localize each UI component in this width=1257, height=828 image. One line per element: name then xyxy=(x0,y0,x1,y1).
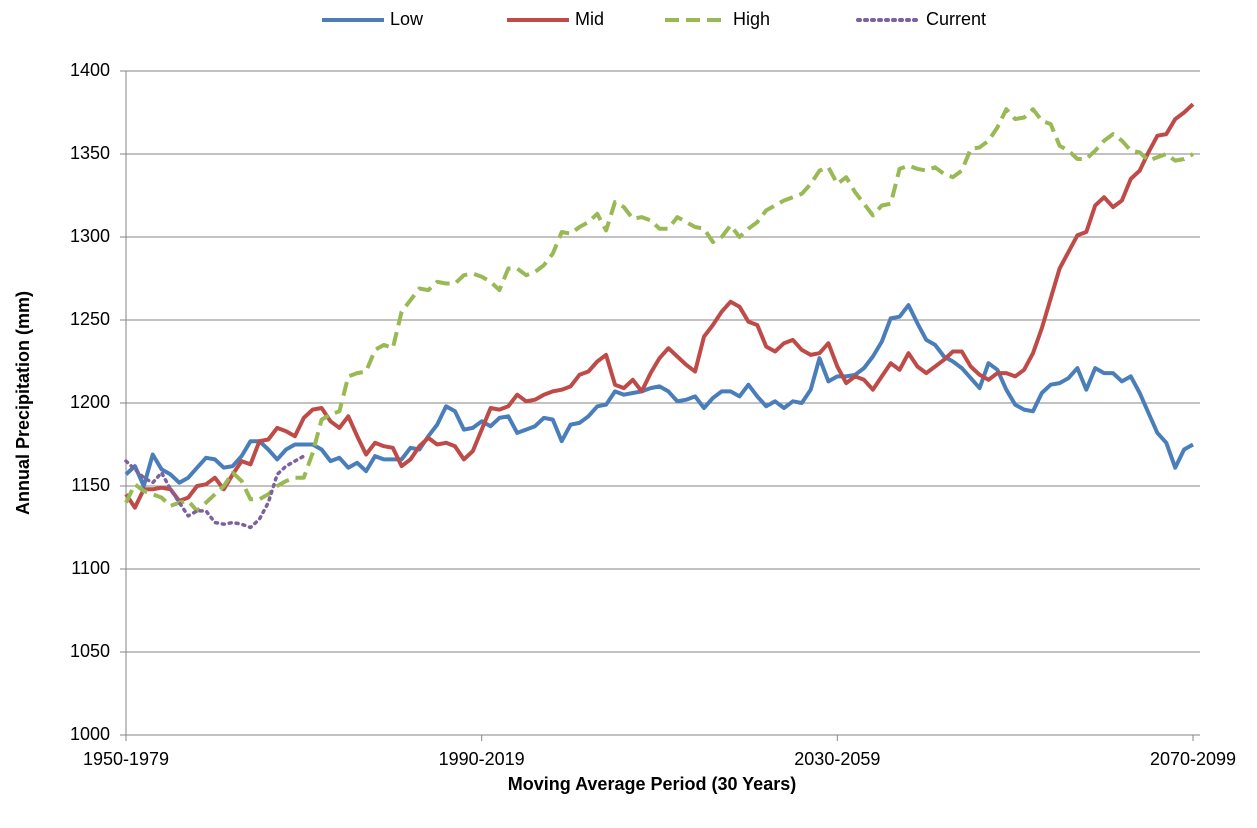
legend-label: Current xyxy=(926,9,986,29)
y-tick-label: 1150 xyxy=(71,475,110,495)
y-tick-label: 1000 xyxy=(70,724,110,744)
legend-label: Mid xyxy=(575,9,604,29)
x-axis-title: Moving Average Period (30 Years) xyxy=(508,774,796,794)
series-line xyxy=(124,102,1195,510)
y-tick-label: 1350 xyxy=(70,143,110,163)
y-tick-label: 1250 xyxy=(70,309,110,329)
x-tick-label: 1990-2019 xyxy=(439,749,525,769)
y-tick-label: 1400 xyxy=(70,60,110,80)
legend-label: High xyxy=(733,9,770,29)
y-axis-title: Annual Precipitation (mm) xyxy=(13,291,33,515)
y-tick-label: 1200 xyxy=(70,392,110,412)
x-tick-label: 2030-2059 xyxy=(794,749,880,769)
y-tick-label: 1100 xyxy=(71,558,110,578)
series-line xyxy=(124,454,306,530)
y-tick-label: 1050 xyxy=(70,641,110,661)
y-tick-label: 1300 xyxy=(70,226,110,246)
x-tick-label: 2070-2099 xyxy=(1150,749,1236,769)
x-tick-label: 1950-1979 xyxy=(83,749,169,769)
series-line xyxy=(124,107,1194,513)
legend-label: Low xyxy=(390,9,424,29)
series-line xyxy=(124,303,1194,488)
